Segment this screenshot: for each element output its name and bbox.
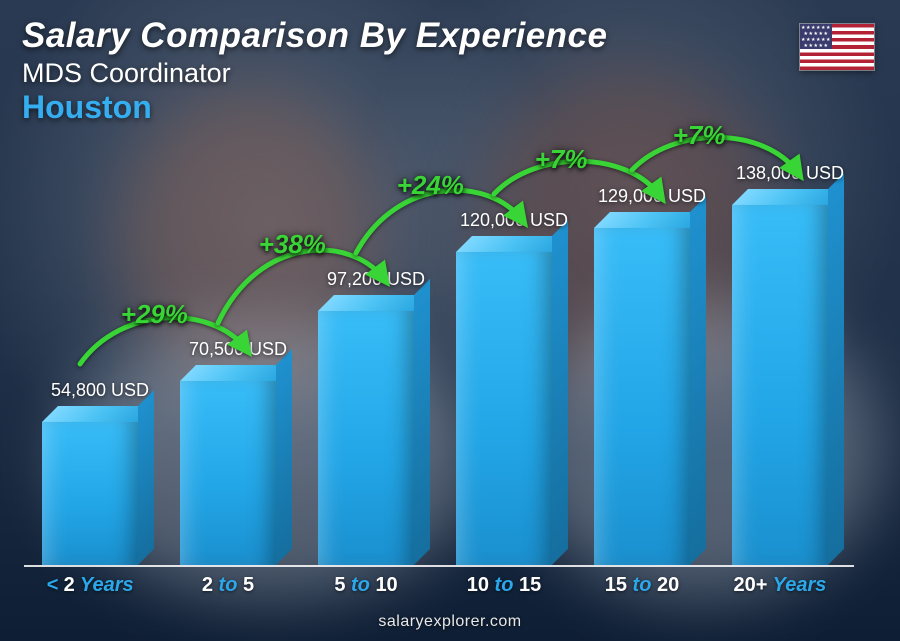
- bar: [594, 228, 690, 565]
- bar-value-label: 97,200 USD: [306, 269, 446, 290]
- us-flag-icon: [800, 24, 874, 70]
- bar-value-label: 129,000 USD: [582, 186, 722, 207]
- bar: [42, 422, 138, 565]
- bar-category-label: 10 to 15: [444, 574, 564, 597]
- bar-value-label: 70,500 USD: [168, 339, 308, 360]
- bar: [456, 252, 552, 565]
- bar-side-face: [138, 390, 154, 565]
- bar-front-face: [42, 422, 138, 565]
- bar-front-face: [732, 205, 828, 565]
- bar-category-label: 20+ Years: [720, 574, 840, 597]
- bar-front-face: [456, 252, 552, 565]
- bar: [318, 311, 414, 565]
- bar-front-face: [180, 381, 276, 565]
- bar-slot: 15 to 20129,000 USD: [582, 77, 702, 597]
- bar-value-label: 54,800 USD: [30, 380, 170, 401]
- bar-side-face: [414, 279, 430, 565]
- bar-side-face: [690, 196, 706, 565]
- bar-slot: < 2 Years54,800 USD: [30, 77, 150, 597]
- bar-category-label: 5 to 10: [306, 574, 426, 597]
- bar-value-label: 138,000 USD: [720, 163, 860, 184]
- bar: [180, 381, 276, 565]
- canvas: Salary Comparison By Experience MDS Coor…: [0, 0, 900, 641]
- bar-chart: < 2 Years54,800 USD2 to 570,500 USD5 to …: [24, 77, 854, 597]
- bar-category-label: 15 to 20: [582, 574, 702, 597]
- bar-slot: 10 to 15120,000 USD: [444, 77, 564, 597]
- bar-category-label: < 2 Years: [30, 574, 150, 597]
- bar-slot: 20+ Years138,000 USD: [720, 77, 840, 597]
- footer-attribution: salaryexplorer.com: [0, 613, 900, 631]
- bar-value-label: 120,000 USD: [444, 210, 584, 231]
- bar-front-face: [318, 311, 414, 565]
- bar-side-face: [552, 220, 568, 565]
- bar-side-face: [828, 173, 844, 565]
- bar-category-label: 2 to 5: [168, 574, 288, 597]
- bar: [732, 205, 828, 565]
- bar-slot: 2 to 570,500 USD: [168, 77, 288, 597]
- bar-slot: 5 to 1097,200 USD: [306, 77, 426, 597]
- bar-side-face: [276, 349, 292, 565]
- page-title: Salary Comparison By Experience: [22, 16, 607, 56]
- bar-front-face: [594, 228, 690, 565]
